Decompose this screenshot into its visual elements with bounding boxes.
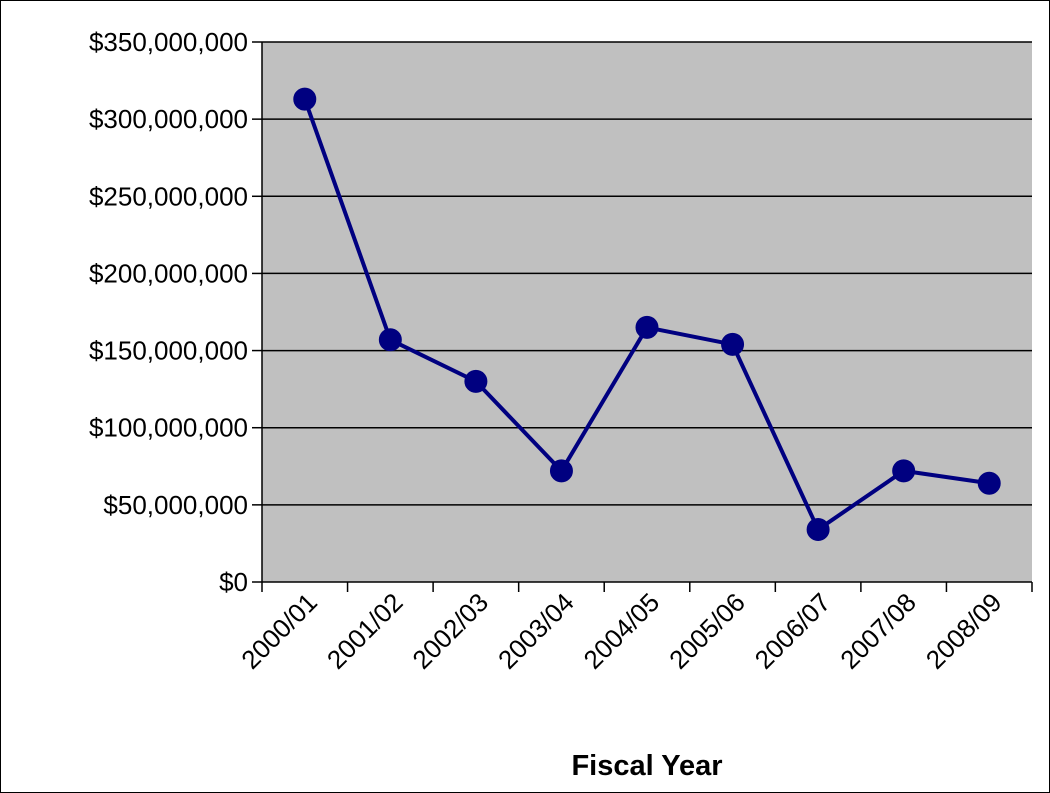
data-point-2000-01 (293, 87, 317, 111)
data-point-2006-07 (806, 518, 830, 542)
data-point-2004-05 (635, 315, 659, 339)
x-axis-ticks: 2000/012001/022002/032003/042004/052005/… (235, 582, 1033, 675)
y-tick-label: $100,000,000 (89, 413, 248, 443)
data-point-2007-08 (892, 459, 916, 483)
data-point-2003-04 (549, 459, 573, 483)
y-tick-label: $250,000,000 (89, 181, 248, 211)
y-tick-label: $150,000,000 (89, 336, 248, 366)
data-point-2002-03 (464, 369, 488, 393)
axes (261, 42, 1032, 583)
x-tick-label: 2004/05 (578, 587, 666, 675)
x-tick-label: 2007/08 (834, 587, 922, 675)
x-tick-label: 2006/07 (749, 587, 837, 675)
plot-area (262, 42, 1032, 582)
x-tick-label: 2000/01 (235, 587, 323, 675)
y-tick-label: $50,000,000 (103, 490, 248, 520)
data-point-2001-02 (378, 328, 402, 352)
y-tick-label: $350,000,000 (89, 27, 248, 57)
x-tick-label: 2005/06 (663, 587, 751, 675)
x-tick-label: 2003/04 (492, 587, 580, 675)
data-point-2005-06 (721, 332, 745, 356)
series-points (293, 87, 1001, 542)
x-tick-label: 2002/03 (406, 587, 494, 675)
y-axis-ticks: $0 $50,000,000 $100,000,000 $150,000,000 $20… (89, 27, 262, 597)
x-tick-label: 2008/09 (920, 587, 1008, 675)
y-tick-label: $300,000,000 (89, 104, 248, 134)
x-tick-label: 2001/02 (321, 587, 409, 675)
data-point-2008-09 (977, 471, 1001, 495)
x-axis-title: Fiscal Year (571, 750, 722, 782)
gridlines (262, 41, 1032, 506)
y-tick-label: $0 (219, 567, 248, 597)
y-tick-label: $200,000,000 (89, 258, 248, 288)
